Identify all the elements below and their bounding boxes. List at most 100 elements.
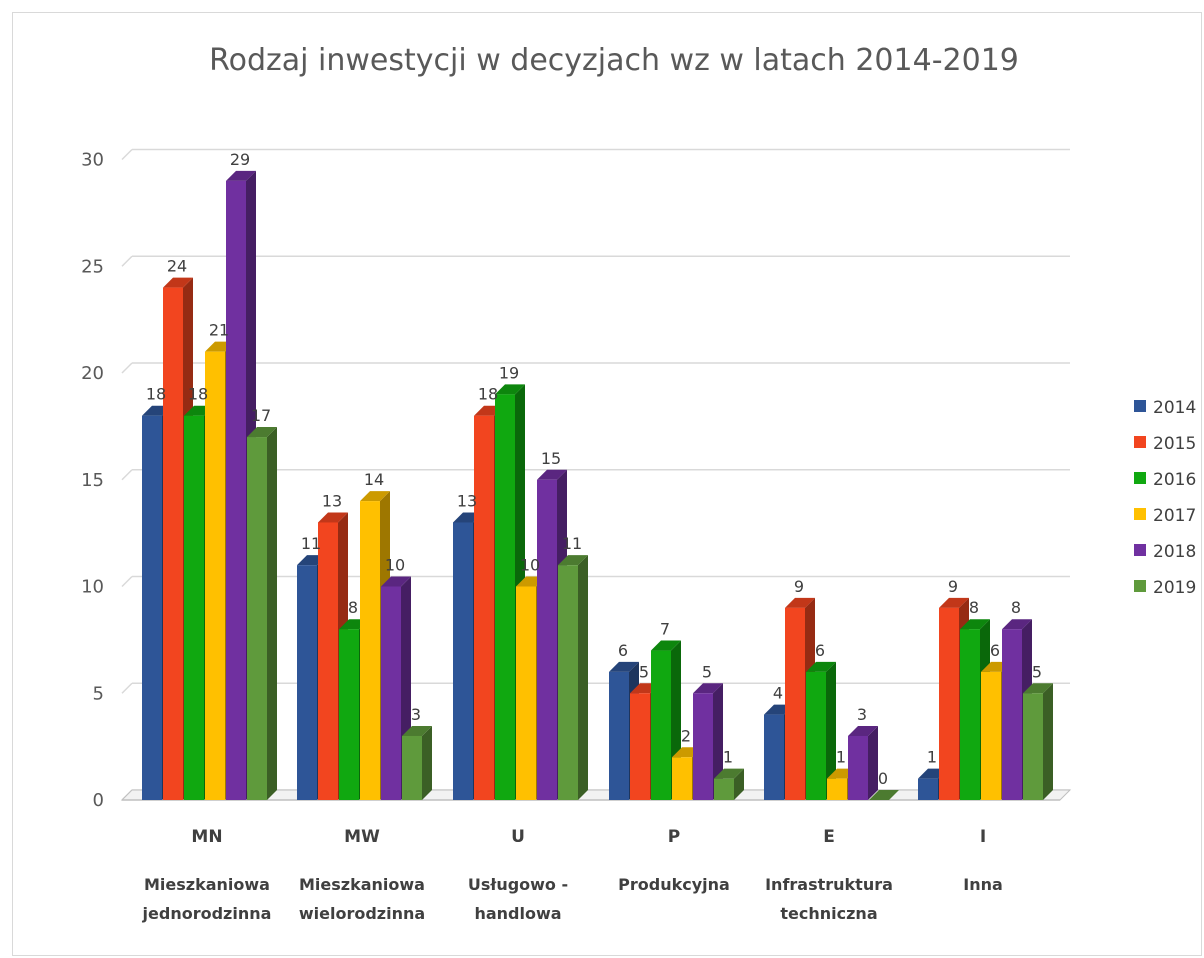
bar-top xyxy=(163,277,193,288)
bar-side xyxy=(868,725,878,800)
data-label: 10 xyxy=(385,556,405,575)
data-label: 11 xyxy=(562,534,582,553)
category-name: Usługowo - xyxy=(468,875,568,894)
bar-front xyxy=(785,607,805,800)
data-label: 6 xyxy=(618,641,628,660)
bar-side xyxy=(734,768,744,800)
bar-front xyxy=(247,437,267,800)
bar-front xyxy=(981,671,1001,800)
data-label: 15 xyxy=(541,449,561,468)
legend: 2014 2015 2016 2017 2018 2019 xyxy=(1134,398,1196,598)
category-name: Mieszkaniowa xyxy=(299,875,425,894)
bar-top xyxy=(869,790,899,800)
y-tick-label: 15 xyxy=(81,470,104,491)
data-label: 17 xyxy=(251,406,271,425)
category-name: wielorodzinna xyxy=(299,904,425,923)
gridline-slant xyxy=(121,575,133,588)
bar-front xyxy=(184,415,204,800)
bar-front xyxy=(163,287,183,801)
data-label: 8 xyxy=(969,598,979,617)
chart-title: Rodzaj inwestycji w decyzjach wz w latac… xyxy=(209,43,1019,78)
bar-top xyxy=(785,597,815,608)
bar-top xyxy=(402,725,432,736)
bar-top xyxy=(1002,619,1032,630)
bar-front xyxy=(205,351,225,800)
y-tick-label: 30 xyxy=(81,150,104,171)
bar-front xyxy=(672,757,692,800)
bar-top xyxy=(693,683,723,694)
bar-front xyxy=(960,629,980,800)
y-tick-label: 10 xyxy=(81,577,104,598)
legend-item-2015: 2015 xyxy=(1134,434,1196,454)
legend-item-2018: 2018 xyxy=(1134,542,1196,562)
bar-front xyxy=(381,586,401,800)
legend-swatch xyxy=(1134,580,1146,592)
bar-top xyxy=(318,512,348,523)
bar-side xyxy=(826,661,836,800)
data-label: 13 xyxy=(457,491,477,510)
bar-front xyxy=(142,415,162,800)
data-label: 11 xyxy=(301,534,321,553)
data-label: 4 xyxy=(773,684,783,703)
category-name: Inna xyxy=(963,875,1003,894)
data-label: 1 xyxy=(836,748,846,767)
data-labels: 1824182129171113814103131819101511657251… xyxy=(146,150,1042,788)
bar-top xyxy=(1023,683,1053,694)
bar-front xyxy=(558,565,578,800)
bar-top xyxy=(939,597,969,608)
bar-top xyxy=(848,725,878,736)
data-label: 21 xyxy=(209,321,229,340)
bar-front xyxy=(918,778,938,800)
bar-front xyxy=(402,735,422,800)
y-tick-label: 5 xyxy=(93,683,104,704)
bar-front xyxy=(764,714,784,800)
legend-swatch xyxy=(1134,472,1146,484)
data-label: 5 xyxy=(1032,662,1042,681)
category-label: MW xyxy=(344,827,380,847)
category-name: Mieszkaniowa xyxy=(144,875,270,894)
bar-top xyxy=(960,619,990,630)
bar-front xyxy=(714,778,734,800)
bar-top xyxy=(360,491,390,502)
bar-MN-2019 xyxy=(247,427,277,800)
legend-label: 2018 xyxy=(1153,542,1196,562)
bars xyxy=(142,170,1053,801)
category-name: Produkcyjna xyxy=(618,875,730,894)
bar-top xyxy=(558,555,588,566)
bar-P-2018 xyxy=(693,683,723,800)
bar-P-2019 xyxy=(714,768,744,800)
data-label: 18 xyxy=(478,385,498,404)
legend-swatch xyxy=(1134,436,1146,448)
data-label: 18 xyxy=(146,385,166,404)
bar-front xyxy=(495,394,515,800)
data-label: 29 xyxy=(230,150,250,169)
data-label: 18 xyxy=(188,385,208,404)
bar-front xyxy=(827,778,847,800)
legend-label: 2019 xyxy=(1153,578,1196,598)
bar-front xyxy=(339,629,359,800)
bar-top xyxy=(247,427,277,438)
data-label: 9 xyxy=(948,577,958,596)
bar-side xyxy=(267,427,277,800)
data-label: 3 xyxy=(857,705,867,724)
bar-top xyxy=(495,384,525,395)
data-label: 5 xyxy=(639,662,649,681)
bar-I-2019 xyxy=(1023,683,1053,800)
bar-top xyxy=(609,661,639,672)
bar-front xyxy=(537,479,557,800)
legend-swatch xyxy=(1134,544,1146,556)
bar-front xyxy=(939,607,959,800)
bar-side xyxy=(1043,683,1053,800)
bar-top xyxy=(226,170,256,181)
legend-item-2014: 2014 xyxy=(1134,398,1196,418)
bar-front xyxy=(1023,693,1043,800)
category-name: Infrastruktura xyxy=(765,875,893,894)
bar-front xyxy=(297,565,317,800)
bar-front xyxy=(848,735,868,800)
data-label: 1 xyxy=(723,748,733,767)
data-label: 8 xyxy=(1011,598,1021,617)
bar-front xyxy=(318,522,338,800)
legend-label: 2014 xyxy=(1153,398,1196,418)
bar-front xyxy=(516,586,536,800)
legend-item-2017: 2017 xyxy=(1134,506,1196,526)
